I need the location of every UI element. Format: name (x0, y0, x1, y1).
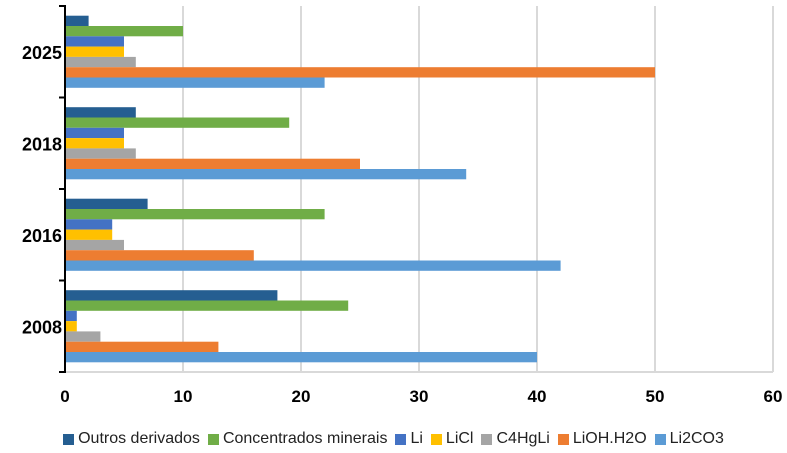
legend-label: Outros derivados (78, 430, 200, 447)
x-tick-label: 10 (174, 387, 193, 406)
legend: Outros derivados Concentrados minerais Li L… (0, 430, 787, 448)
legend-item: LiOH.H2O (557, 430, 647, 448)
x-tick-label: 50 (646, 387, 665, 406)
bar-2008-licl (65, 321, 77, 332)
bar-2016-concentrados-minerais (65, 209, 325, 220)
legend-swatch (481, 433, 493, 445)
bar-2025-li (65, 36, 124, 47)
legend-swatch (395, 433, 407, 445)
category-label: 2016 (22, 226, 62, 246)
bar-2018-lioh-h2o (65, 158, 360, 169)
legend-swatch (654, 433, 666, 445)
category-label: 2018 (22, 134, 62, 154)
bar-2025-licl (65, 46, 124, 57)
x-tick-label: 30 (410, 387, 429, 406)
category-label: 2008 (22, 317, 62, 337)
bar-2008-c4hgli (65, 331, 101, 342)
bar-2016-c4hgli (65, 239, 124, 251)
legend-swatch (207, 433, 219, 445)
legend-label: Li (410, 430, 423, 447)
x-tick-label: 40 (528, 387, 547, 406)
x-tick-label: 20 (292, 387, 311, 406)
bar-2008-li (65, 310, 77, 322)
bar-2025-lioh-h2o (65, 67, 655, 78)
legend-item: LiCl (430, 430, 474, 448)
bar-2016-licl (65, 229, 113, 240)
legend-swatch (557, 433, 569, 445)
bar-2018-licl (65, 138, 124, 149)
bar-2025-c4hgli (65, 56, 136, 68)
legend-label: LiCl (445, 430, 474, 447)
bar-2016-lioh-h2o (65, 250, 254, 261)
legend-label: Li2CO3 (669, 430, 724, 447)
legend-swatch (63, 433, 75, 445)
bar-2018-outros-derivados (65, 107, 136, 118)
x-tick-label: 0 (60, 387, 69, 406)
x-tick-label: 60 (764, 387, 783, 406)
bar-2025-li2co3 (65, 77, 325, 88)
category-label: 2025 (22, 43, 62, 63)
bar-2008-concentrados-minerais (65, 300, 349, 311)
bar-2016-li (65, 219, 113, 230)
bar-2018-li2co3 (65, 169, 467, 180)
legend-label: LiOH.H2O (572, 430, 647, 447)
bar-2025-outros-derivados (65, 15, 89, 26)
bar-2008-outros-derivados (65, 290, 278, 301)
legend-item: Concentrados minerais (207, 430, 388, 448)
bar-2018-concentrados-minerais (65, 117, 290, 128)
bar-2016-li2co3 (65, 260, 561, 271)
legend-item: Li2CO3 (654, 430, 724, 448)
legend-item: C4HgLi (481, 430, 550, 448)
bar-2008-li2co3 (65, 352, 537, 363)
bar-2016-outros-derivados (65, 198, 148, 209)
chart-plot: 0 10 20 30 40 50 60 2025 2018 2016 2008 (22, 5, 783, 406)
bar-2018-li (65, 127, 124, 139)
legend-label: Concentrados minerais (222, 430, 388, 447)
bar-2008-lioh-h2o (65, 341, 219, 352)
legend-label: C4HgLi (496, 430, 550, 447)
legend-swatch (430, 433, 442, 445)
legend-item: Li (395, 430, 423, 448)
bar-2018-c4hgli (65, 148, 136, 159)
legend-item: Outros derivados (63, 430, 200, 448)
bar-2025-concentrados-minerais (65, 26, 183, 37)
